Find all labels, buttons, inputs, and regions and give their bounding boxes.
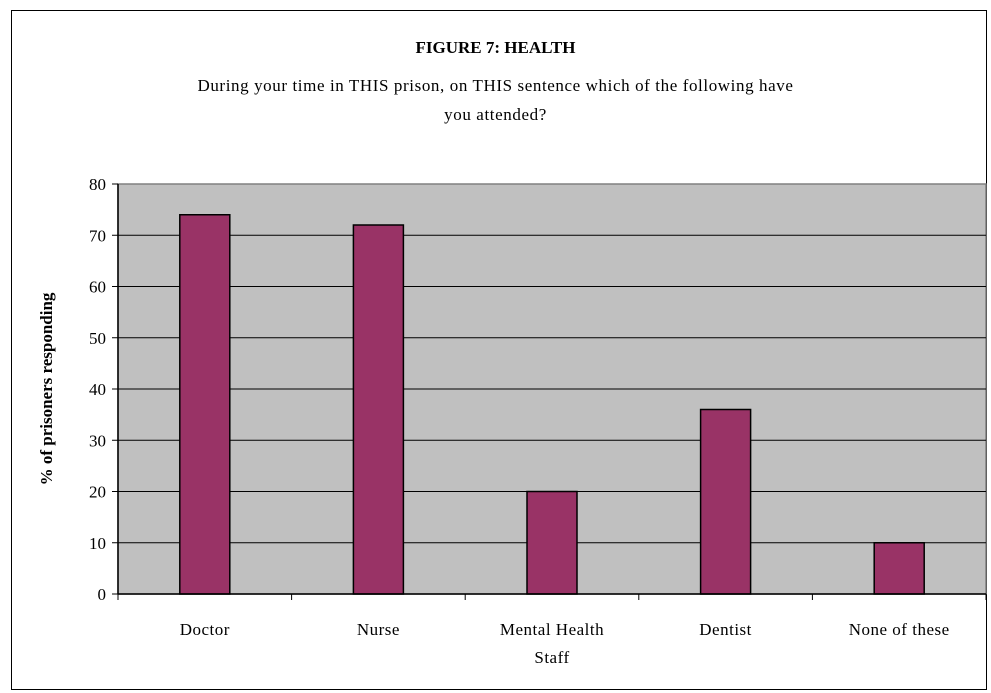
y-tick-label: 40 [89,380,106,399]
axes [112,183,987,600]
y-tick-label: 0 [98,585,107,604]
bar [526,490,578,595]
bar [873,542,925,595]
gridlines [118,234,986,544]
x-tick-label: Staff [534,648,569,667]
y-tick-label: 20 [89,483,106,502]
bars [179,214,925,595]
x-tick-label: Nurse [357,620,400,639]
y-tick-label: 30 [89,431,106,450]
x-tick-labels: Doctor Nurse Mental Health Staff Dentist None… [180,620,950,667]
chart-subtitle-line-1: During your time in THIS prison, on THIS… [197,76,794,95]
chart-subtitle-line-2: you attended? [444,105,547,124]
x-tick-label: None of these [849,620,950,639]
x-tick-label: Mental Health [500,620,604,639]
chart-subtitle: During your time in THIS prison, on THIS… [0,71,991,129]
y-axis-label: % of prisoners responding [37,292,56,485]
bar [179,214,231,595]
y-tick-label: 50 [89,329,106,348]
y-tick-label: 80 [89,175,106,194]
x-tick-label: Dentist [699,620,752,639]
bar [352,224,405,595]
y-tick-label: 70 [89,226,106,245]
y-tick-label: 10 [89,534,106,553]
x-tick-label: Doctor [180,620,230,639]
chart-title: FIGURE 7: HEALTH [415,38,576,57]
bar [699,408,752,595]
y-tick-labels: 0 10 20 30 40 50 60 70 80 [89,175,106,604]
y-tick-label: 60 [89,278,106,297]
